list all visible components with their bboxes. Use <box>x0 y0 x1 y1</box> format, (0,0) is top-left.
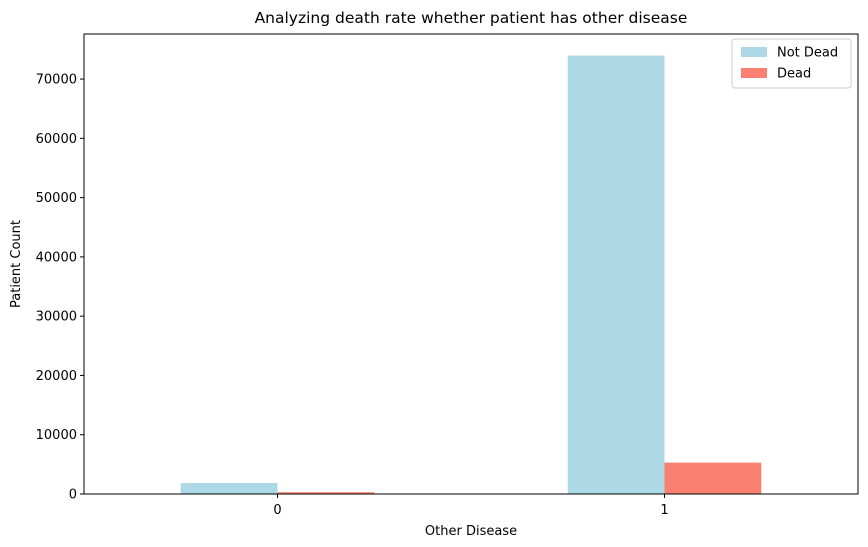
plot-frame <box>83 33 859 495</box>
bar-dead-0 <box>277 492 375 494</box>
x-tick-label: 1 <box>660 503 668 518</box>
y-tick-label: 20000 <box>36 369 77 384</box>
y-axis-label: Patient Count <box>9 220 24 308</box>
y-tick-label: 0 <box>69 488 77 503</box>
bar-not-dead-1 <box>567 55 665 494</box>
chart-title: Analyzing death rate whether patient has… <box>255 9 688 27</box>
bar-dead-1 <box>664 462 762 494</box>
y-tick-label: 70000 <box>36 73 77 88</box>
y-axis: 0 10000 20000 30000 40000 50000 60000 70000 <box>36 73 84 503</box>
legend-swatch <box>741 68 767 78</box>
bars-group <box>180 55 762 494</box>
y-tick-label: 30000 <box>36 310 77 325</box>
y-tick-label: 10000 <box>36 428 77 443</box>
legend-label: Dead <box>777 67 811 82</box>
y-tick-label: 50000 <box>36 191 77 206</box>
bar-not-dead-0 <box>180 483 278 494</box>
legend-label: Not Dead <box>777 46 838 61</box>
y-tick-label: 40000 <box>36 250 77 265</box>
legend-swatch <box>741 47 767 57</box>
x-axis-label: Other Disease <box>425 524 517 539</box>
x-tick-label: 0 <box>273 503 281 518</box>
y-tick-label: 60000 <box>36 132 77 147</box>
legend: Not Dead Dead <box>731 38 852 89</box>
